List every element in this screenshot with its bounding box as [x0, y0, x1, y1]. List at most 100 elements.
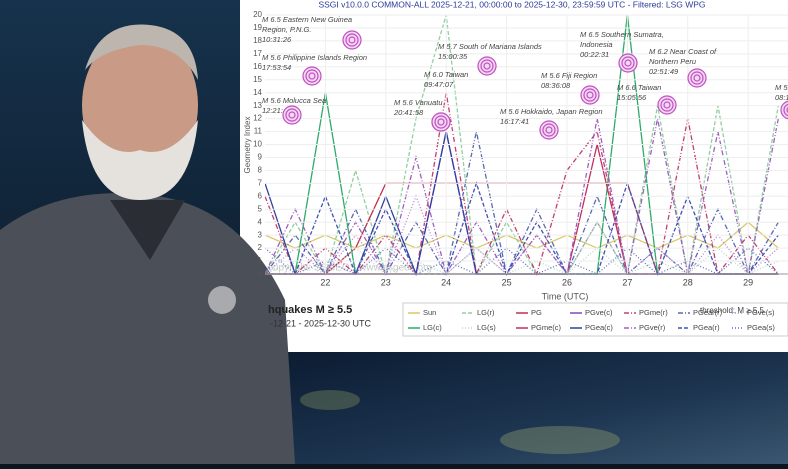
legend-label: PGea(s) [747, 323, 775, 332]
x-tick-label: 27 [622, 277, 632, 287]
quake-icon [285, 108, 299, 122]
quake-icon [690, 71, 704, 85]
annotation: M 6.0 Taiwan [424, 70, 468, 79]
annotation: 16:17:41 [500, 117, 529, 126]
y-tick-label: 5 [258, 204, 263, 213]
quake-icon [437, 118, 445, 126]
y-tick-label: 12 [253, 114, 262, 123]
legend-label: Sun [423, 308, 436, 317]
annotation: 00:22:31 [580, 50, 609, 59]
sweater [0, 193, 295, 464]
annotation: M 6.5 Eastern New Guinea [262, 15, 352, 24]
annotation: M 5.6 Fiji Region [541, 71, 597, 80]
annotation: M 6.2 Near Coast of [649, 47, 717, 56]
y-tick-label: 13 [253, 101, 262, 110]
quake-icon [483, 62, 491, 70]
annotation: Indonesia [580, 40, 613, 49]
x-tick-label: 23 [381, 277, 391, 287]
legend-label: LG(c) [423, 323, 442, 332]
y-tick-label: 15 [253, 75, 262, 84]
quake-icon [308, 72, 316, 80]
y-tick-label: 0 [258, 269, 263, 278]
legend-label: PG [531, 308, 542, 317]
annotation: 15:05:56 [617, 93, 647, 102]
annotation: 12:21:46 [262, 106, 292, 115]
chart-panel [240, 0, 788, 352]
legend-label: PGme(c) [531, 323, 562, 332]
quake-icon [542, 123, 556, 137]
land [300, 390, 360, 410]
y-tick-label: 19 [253, 23, 262, 32]
x-tick-label: 28 [683, 277, 693, 287]
legend-label: PGve(r) [639, 323, 666, 332]
y-tick-label: 2 [258, 243, 263, 252]
annotation: Region, P.N.G. [262, 25, 311, 34]
quake-icon [786, 107, 788, 113]
quake-icon [480, 59, 494, 73]
legend-label: PGea(c) [585, 323, 613, 332]
x-tick-label: 25 [502, 277, 512, 287]
y-tick-label: 20 [253, 10, 262, 19]
y-tick-label: 17 [253, 49, 262, 58]
annotation: M 6.6 Taiwan [617, 83, 661, 92]
y-tick-label: 3 [258, 230, 263, 239]
annotation: M 5.6 Philippine Islands Region [262, 53, 367, 62]
y-tick-label: 8 [258, 166, 263, 175]
y-tick-label: 18 [253, 36, 262, 45]
quake-icon [345, 33, 359, 47]
annotation: M 6.5 Southern Sumatra, [580, 30, 664, 39]
quake-icon [783, 103, 788, 117]
beard [82, 120, 198, 200]
annotation: Northern Peru [649, 57, 697, 66]
quake-icon [624, 59, 632, 67]
quake-icon [545, 126, 553, 134]
annotation: M 5. [775, 83, 788, 92]
y-tick-label: 10 [253, 140, 262, 149]
legend-label: PGve(c) [585, 308, 613, 317]
y-axis-label: Geometry Index [243, 117, 252, 174]
y-tick-label: 14 [253, 88, 262, 97]
threshold-label: threshold: M ≥ 5.5 [700, 306, 765, 315]
y-tick-label: 1 [258, 256, 263, 265]
annotation: 20:41:58 [393, 108, 424, 117]
series-line [265, 247, 779, 275]
annotation: M 5.6 Vanuatu [394, 98, 443, 107]
quake-icon [434, 115, 448, 129]
y-tick-label: 16 [253, 62, 262, 71]
annotation: M 5.6 Hokkaido, Japan Region [500, 107, 603, 116]
legend-label: PGme(r) [639, 308, 668, 317]
y-tick-label: 9 [258, 153, 263, 162]
legend-label: PGear(r) [693, 308, 723, 317]
collar [110, 200, 185, 260]
watermark: copyright: SSGEOS www.ssgeos.org [268, 263, 432, 274]
y-tick-label: 6 [258, 191, 263, 200]
legend-label: LG(r) [477, 308, 495, 317]
y-tick-label: 11 [254, 127, 263, 136]
quake-icon [660, 98, 674, 112]
legend-label: LG(s) [477, 323, 496, 332]
legend-label: PGve(s) [747, 308, 775, 317]
chart-title: SSGI v10.0.0 COMMON-ALL 2025-12-21, 00:0… [318, 0, 705, 9]
annotation: 15:00:35 [438, 52, 468, 61]
quake-icon [348, 36, 356, 44]
annotation: 17:53:54 [262, 63, 291, 72]
x-tick-label: 26 [562, 277, 572, 287]
x-tick-label: 29 [743, 277, 753, 287]
series-line [265, 14, 779, 277]
annotation: 02:51:49 [649, 67, 679, 76]
x-tick-label: 22 [320, 277, 330, 287]
annotation: 08:36:08 [541, 81, 571, 90]
annotation: M 5.7 South of Mariana Islands [438, 42, 542, 51]
quake-icon [663, 101, 671, 109]
annotation: M 5.6 Molucca Sea [262, 96, 326, 105]
quake-icon [586, 91, 594, 99]
x-axis-label: Time (UTC) [542, 291, 589, 301]
quake-icon [583, 88, 597, 102]
series-line [265, 118, 779, 276]
y-tick-label: 7 [258, 178, 263, 187]
legend-label: PGea(r) [693, 323, 720, 332]
quake-icon [693, 74, 701, 82]
annotation: 10:31:26 [262, 35, 292, 44]
annotation: 08:1 [775, 93, 788, 102]
